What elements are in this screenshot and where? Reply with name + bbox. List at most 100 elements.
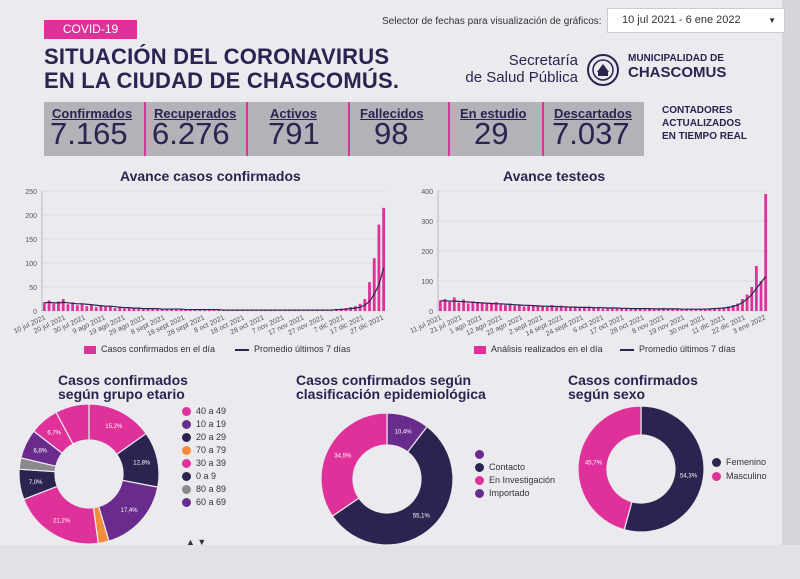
realtime-note: CONTADORES ACTUALIZADOS EN TIEMPO REAL	[662, 104, 747, 143]
bar	[189, 310, 192, 311]
bar	[569, 307, 572, 311]
legend-label: Contacto	[489, 462, 526, 472]
slice-label: 55,1%	[413, 513, 431, 519]
donut-slice[interactable]	[577, 405, 642, 531]
legend-label: Promedio últimos 7 días	[254, 344, 351, 354]
section-title-age: Casos confirmados según grupo etario	[58, 373, 188, 401]
municipal-seal-icon	[587, 54, 619, 86]
legend-entry[interactable]: 30 a 39	[182, 457, 226, 470]
legend-entry[interactable]: 10 a 19	[182, 418, 226, 431]
covid-tag: COVID-19	[44, 20, 137, 39]
bar	[550, 305, 554, 311]
section-title-sex: Casos confirmados según sexo	[568, 373, 698, 401]
bar	[42, 302, 46, 311]
donut-slice[interactable]	[331, 425, 454, 546]
bar	[703, 308, 707, 311]
legend-sex: Femenino Masculino	[712, 455, 767, 483]
legend-dot	[475, 476, 484, 486]
bar	[377, 224, 381, 311]
legend-entry[interactable]: 20 a 29	[182, 431, 226, 444]
slice-label: 10,4%	[395, 430, 413, 436]
bar	[750, 287, 754, 311]
slice-label: 21,2%	[53, 518, 71, 524]
realtime-line-1: CONTADORES	[662, 105, 733, 116]
legend-label: 80 a 89	[196, 484, 227, 494]
bar	[615, 308, 619, 311]
bar	[638, 308, 642, 311]
slice-label: 45,7%	[585, 461, 603, 467]
legend-entry[interactable]: Femenino	[712, 455, 767, 469]
bar	[193, 309, 197, 311]
bar	[736, 303, 740, 311]
bar	[80, 303, 84, 311]
legend-entry[interactable]: 40 a 49	[182, 405, 226, 418]
legend-testeos-promedio: Promedio últimos 7 días	[620, 344, 736, 354]
bar	[764, 194, 768, 311]
title-line: según sexo	[568, 386, 646, 402]
legend-entry[interactable]: 60 a 69	[182, 496, 226, 509]
y-tick-label: 100	[421, 279, 433, 286]
bar	[448, 302, 452, 311]
counter-activos: Activos 791	[262, 102, 360, 156]
bar	[508, 303, 512, 311]
bar	[517, 304, 521, 311]
bar	[165, 308, 169, 311]
bar	[207, 309, 211, 311]
legend-label: 10 a 19	[196, 419, 227, 429]
bar	[657, 308, 661, 311]
bar	[610, 307, 614, 311]
date-range-select[interactable]: 10 jul 2021 - 6 ene 2022 ▼	[607, 8, 785, 33]
counter-label: En estudio	[460, 106, 527, 121]
legend-entry[interactable]: Masculino	[712, 469, 767, 483]
y-tick-label: 250	[25, 189, 37, 196]
bar	[382, 207, 386, 311]
bar	[541, 306, 544, 311]
legend-entry[interactable]: Contacto	[475, 461, 555, 474]
donut-slice[interactable]	[55, 403, 90, 445]
legend-entry[interactable]: 80 a 89	[182, 483, 226, 496]
bar	[494, 302, 498, 311]
bar	[601, 308, 605, 311]
bar	[438, 300, 442, 311]
bar	[545, 306, 549, 311]
legend-label: En Investigación	[489, 475, 556, 485]
legend-dot	[182, 472, 191, 482]
legend-entry[interactable]: 70 a 79	[182, 444, 226, 457]
legend-entry[interactable]: En Investigación	[475, 474, 555, 487]
bar	[685, 308, 689, 311]
bar	[170, 309, 174, 311]
title-line: según grupo etario	[58, 386, 185, 402]
legend-dot	[182, 446, 191, 456]
bar	[634, 308, 637, 311]
legend-entry[interactable]: 0 a 9	[182, 470, 226, 483]
y-tick-label: 0	[429, 309, 433, 316]
bar	[160, 309, 164, 311]
date-selector-label: Selector de fechas para visualización de…	[382, 16, 602, 27]
bar	[75, 305, 79, 311]
legend-entry[interactable]: Importado	[475, 487, 555, 500]
donut-slice[interactable]	[623, 405, 705, 533]
bar	[141, 309, 145, 311]
secretaria-logo-text: Secretaría de Salud Pública	[462, 52, 578, 86]
bar	[652, 309, 656, 311]
slice-label: 15,2%	[105, 424, 123, 430]
legend-entry[interactable]	[475, 448, 555, 461]
counters-panel: Confirmados 7.165 Recuperados 6.276 Acti…	[44, 102, 644, 156]
slice-label: 34,5%	[334, 454, 352, 460]
bar	[596, 307, 600, 311]
legend-dot	[182, 485, 191, 495]
y-tick-label: 100	[25, 261, 37, 268]
counter-value: 29	[474, 116, 509, 151]
donut-sex: 54,3% 45,7%	[577, 405, 705, 533]
legend-epi: Contacto En Investigación Importado	[475, 448, 555, 500]
legend-label: Casos confirmados en el día	[101, 344, 216, 354]
bar	[85, 306, 89, 311]
legend-dot	[475, 463, 484, 473]
counter-value: 98	[374, 116, 409, 151]
y-tick-label: 50	[29, 285, 37, 292]
secretaria-line-1: Secretaría	[508, 52, 578, 69]
scrollbar-track[interactable]	[782, 0, 800, 545]
y-tick-label: 0	[33, 309, 37, 316]
legend-pager[interactable]: ▲ ▼	[186, 537, 207, 547]
donut-slice[interactable]	[320, 412, 388, 517]
